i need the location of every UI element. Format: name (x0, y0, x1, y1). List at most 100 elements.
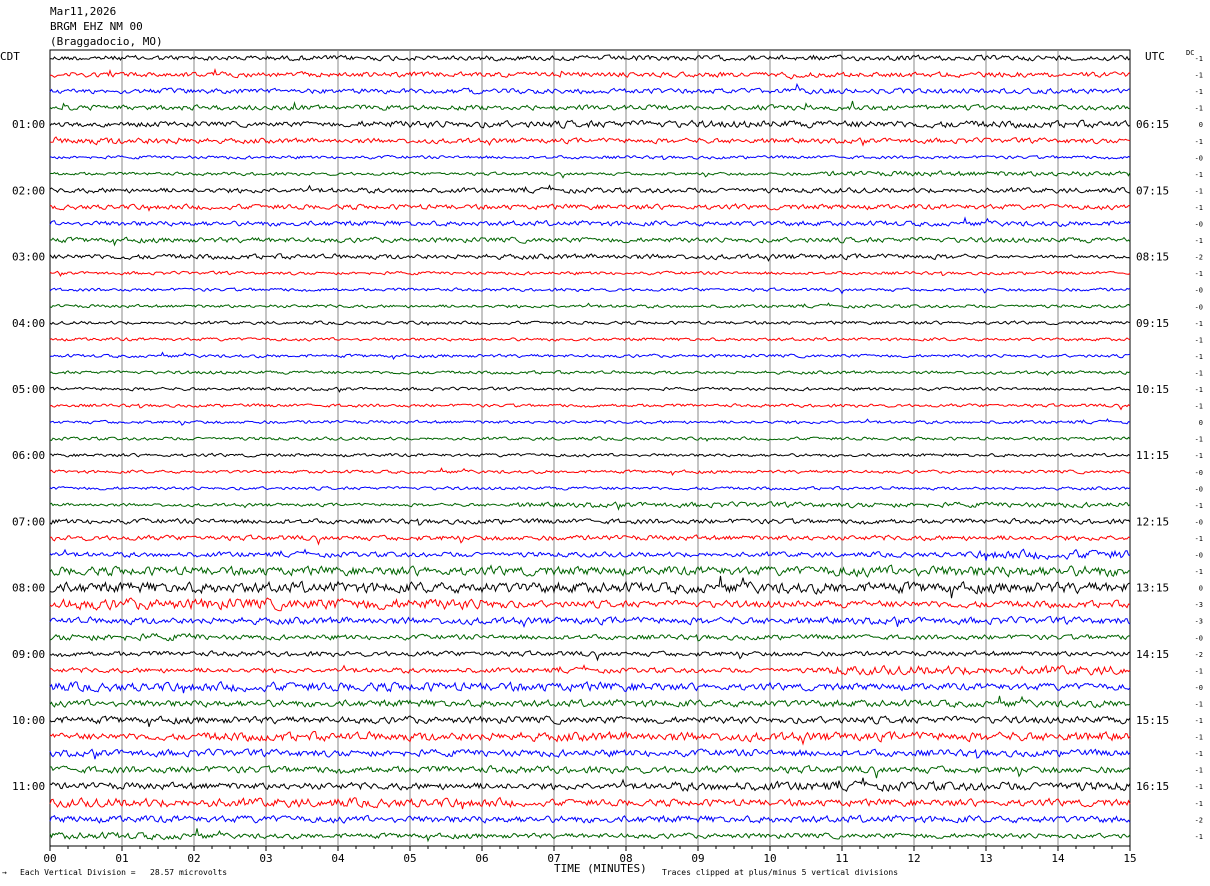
dc-offset-label: -1 (1195, 568, 1203, 576)
trace-blue (49, 287, 1131, 295)
x-tick-label: 09 (691, 852, 704, 865)
dc-offset-label: -1 (1195, 105, 1203, 113)
x-tick-label: 12 (907, 852, 920, 865)
dc-offset-label: -0 (1195, 518, 1203, 526)
trace-black (49, 386, 1131, 393)
right-hour-label: 13:15 (1136, 582, 1169, 595)
x-tick-label: 08 (619, 852, 632, 865)
dc-offset-label: -0 (1195, 303, 1203, 311)
dc-offset-label: 0 (1199, 585, 1203, 593)
trace-red (49, 202, 1131, 212)
dc-offset-label: -0 (1195, 154, 1203, 162)
trace-blue (49, 485, 1131, 491)
x-axis-label: TIME (MINUTES) (554, 862, 647, 875)
right-hour-label: 15:15 (1136, 714, 1169, 727)
trace-black (49, 777, 1131, 793)
right-hour-label: 09:15 (1136, 317, 1169, 330)
right-hour-label: 10:15 (1136, 383, 1169, 396)
trace-blue (49, 418, 1131, 426)
x-tick-label: 11 (835, 852, 848, 865)
dc-offset-label: -2 (1195, 651, 1203, 659)
left-hour-label: 04:00 (12, 317, 45, 330)
left-hour-label: 09:00 (12, 648, 45, 661)
location-label: (Braggadocio, MO) (50, 35, 163, 48)
left-hour-label: 10:00 (12, 714, 45, 727)
dc-offset-label: -1 (1195, 535, 1203, 543)
dc-offset-label: -1 (1195, 55, 1203, 63)
right-hour-label: 12:15 (1136, 515, 1169, 528)
trace-green (49, 764, 1131, 779)
trace-black (49, 184, 1131, 194)
x-tick-label: 05 (403, 852, 416, 865)
dc-offset-label: -1 (1195, 734, 1203, 742)
left-hour-label: 03:00 (12, 251, 45, 264)
trace-blue (49, 548, 1131, 561)
trace-green (49, 170, 1131, 179)
x-tick-label: 13 (979, 852, 992, 865)
dc-offset-label: -0 (1195, 287, 1203, 295)
right-hour-label: 16:15 (1136, 780, 1169, 793)
trace-green (49, 501, 1131, 511)
right-timezone-label: UTC (1145, 50, 1165, 63)
x-tick-label: 15 (1123, 852, 1136, 865)
trace-blue (49, 351, 1131, 361)
trace-red (50, 67, 1131, 80)
dc-offset-label: -1 (1195, 72, 1203, 80)
dc-offset-label: -0 (1195, 469, 1203, 477)
dc-offset-label: -2 (1195, 254, 1203, 262)
x-tick-label: 02 (187, 852, 200, 865)
dc-offset-label: -1 (1195, 717, 1203, 725)
trace-black (49, 253, 1131, 262)
dc-offset-label: -0 (1195, 552, 1203, 560)
x-tick-label: 04 (331, 852, 345, 865)
dc-label: DC (1186, 49, 1195, 57)
right-hour-label: 06:15 (1136, 118, 1169, 131)
trace-red (49, 664, 1131, 676)
trace-black (49, 517, 1131, 526)
trace-black (49, 650, 1131, 662)
scale-note: Each Vertical Division = 28.57 microvolt… (20, 868, 228, 877)
dc-offset-label: -1 (1195, 270, 1203, 278)
x-tick-label: 00 (43, 852, 56, 865)
x-tick-label: 10 (763, 852, 776, 865)
trace-red (49, 796, 1131, 810)
dc-offset-label: -1 (1195, 436, 1203, 444)
dc-offset-label: -1 (1195, 700, 1203, 708)
dc-offset-label: -3 (1195, 618, 1203, 626)
trace-green (49, 436, 1131, 442)
trace-green (49, 632, 1130, 642)
trace-blue (49, 680, 1131, 694)
footer-mark: → (2, 868, 7, 877)
dc-offset-label: -1 (1195, 320, 1203, 328)
dc-offset-label: -1 (1195, 403, 1203, 411)
trace-green (49, 564, 1131, 578)
x-tick-label: 03 (259, 852, 272, 865)
dc-offset-label: -1 (1195, 237, 1203, 245)
trace-blue (49, 748, 1131, 760)
dc-offset-label: -1 (1195, 171, 1203, 179)
clip-note: Traces clipped at plus/minus 5 vertical … (662, 868, 899, 877)
left-hour-label: 02:00 (12, 184, 45, 197)
left-hour-label: 11:00 (12, 780, 45, 793)
dc-offset-label: -1 (1195, 800, 1203, 808)
date-label: Mar11,2026 (50, 5, 117, 18)
left-hour-label: 07:00 (12, 515, 45, 528)
trace-blue (49, 154, 1131, 161)
trace-red (49, 467, 1131, 476)
dc-offset-label: -1 (1195, 88, 1203, 96)
dc-offset-label: -1 (1195, 667, 1203, 675)
dc-offset-label: -1 (1195, 783, 1203, 791)
trace-red (49, 336, 1131, 342)
right-hour-label: 14:15 (1136, 648, 1169, 661)
right-hour-label: 07:15 (1136, 184, 1169, 197)
dc-offset-label: -1 (1195, 386, 1203, 394)
trace-red (49, 597, 1131, 612)
trace-black (49, 54, 1131, 62)
trace-green (49, 695, 1131, 709)
station-label: BRGM EHZ NM 00 (50, 20, 143, 33)
x-tick-label: 06 (475, 852, 488, 865)
trace-red (49, 403, 1131, 411)
x-tick-label: 07 (547, 852, 560, 865)
trace-green (49, 100, 1131, 112)
